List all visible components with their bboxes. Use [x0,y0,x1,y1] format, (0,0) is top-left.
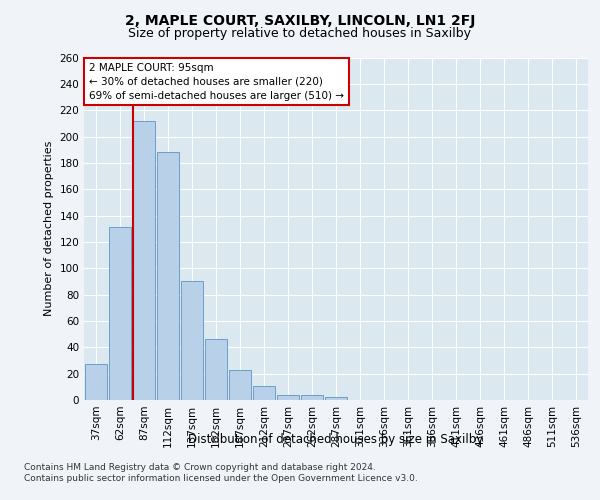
Bar [181,282,203,400]
Text: 2, MAPLE COURT, SAXILBY, LINCOLN, LN1 2FJ: 2, MAPLE COURT, SAXILBY, LINCOLN, LN1 2F… [125,14,475,28]
Text: Distribution of detached houses by size in Saxilby: Distribution of detached houses by size … [188,432,484,446]
Bar [229,370,251,400]
Y-axis label: Number of detached properties: Number of detached properties [44,141,54,316]
Bar [85,364,107,400]
Text: Contains public sector information licensed under the Open Government Licence v3: Contains public sector information licen… [24,474,418,483]
Bar [277,394,299,400]
Bar [301,394,323,400]
Bar [253,386,275,400]
Text: Contains HM Land Registry data © Crown copyright and database right 2024.: Contains HM Land Registry data © Crown c… [24,462,376,471]
Bar [109,228,131,400]
Bar [325,398,347,400]
Text: Size of property relative to detached houses in Saxilby: Size of property relative to detached ho… [128,28,472,40]
Text: 2 MAPLE COURT: 95sqm
← 30% of detached houses are smaller (220)
69% of semi-deta: 2 MAPLE COURT: 95sqm ← 30% of detached h… [89,62,344,100]
Bar [133,120,155,400]
Bar [157,152,179,400]
Bar [205,340,227,400]
